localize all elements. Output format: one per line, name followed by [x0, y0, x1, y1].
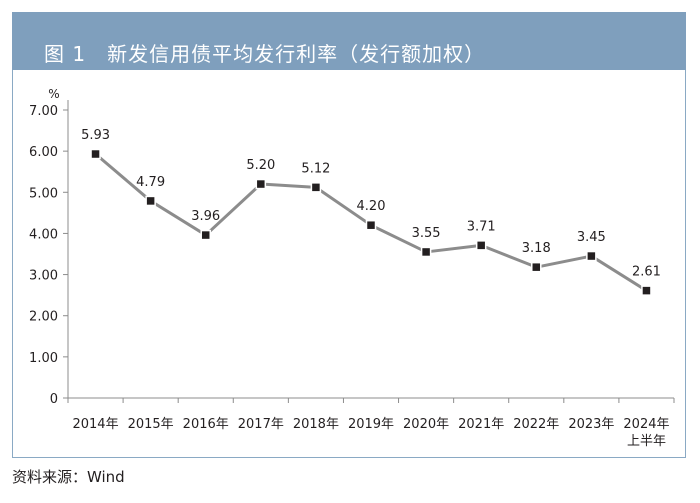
x-tick-label-line: 上半年 — [627, 434, 666, 449]
x-tick-label: 2023年 — [568, 417, 614, 432]
data-label: 3.71 — [467, 219, 496, 234]
x-tick-label: 2024年上半年 — [623, 417, 669, 449]
x-tick-label-line: 2017年 — [238, 417, 284, 432]
x-tick-label: 2016年 — [183, 417, 229, 432]
data-point — [145, 195, 156, 207]
y-tick-label: 6.00 — [29, 145, 58, 160]
x-tick-label-line: 2015年 — [128, 417, 174, 432]
data-label: 3.96 — [191, 209, 220, 224]
data-points — [90, 148, 652, 296]
x-tick-label: 2021年 — [458, 417, 504, 432]
x-tick-label: 2018年 — [293, 417, 339, 432]
x-tick-label-line: 2024年 — [623, 417, 669, 432]
data-point — [90, 148, 101, 160]
data-label: 5.20 — [246, 158, 275, 173]
data-label: 2.61 — [632, 265, 661, 280]
data-label: 4.79 — [136, 175, 165, 190]
x-tick-label-line: 2023年 — [568, 417, 614, 432]
x-tick-label-line: 2019年 — [348, 417, 394, 432]
figure-title: 图 1 新发信用债平均发行利率（发行额加权） — [44, 42, 486, 66]
x-tick-label-line: 2020年 — [403, 417, 449, 432]
y-tick-label: 7.00 — [29, 104, 58, 119]
line-chart: % 01.002.003.004.005.006.007.00 2014年 201… — [29, 87, 675, 449]
x-tick-label: 2014年 — [72, 417, 118, 432]
y-tick-label: 3.00 — [29, 269, 58, 284]
data-label: 3.45 — [577, 230, 606, 245]
y-tick-label: 2.00 — [29, 310, 58, 325]
chart-frame — [12, 12, 686, 458]
data-point — [420, 246, 432, 258]
x-tick-label: 2017年 — [238, 417, 284, 432]
x-tick-label: 2022年 — [513, 417, 559, 432]
x-tick-label-line: 2022年 — [513, 417, 559, 432]
data-point — [475, 240, 487, 251]
data-point — [200, 229, 211, 241]
data-label: 5.12 — [301, 161, 330, 176]
x-tick-label-line: 2021年 — [458, 417, 504, 432]
source-note: 资料来源：Wind — [12, 468, 125, 486]
x-tick-label: 2020年 — [403, 417, 449, 432]
y-tick-label: 1.00 — [29, 351, 58, 366]
x-tick-label-line: 2014年 — [72, 417, 118, 432]
data-point — [586, 250, 597, 262]
data-label: 3.55 — [412, 226, 441, 241]
x-tick-label: 2019年 — [348, 417, 394, 432]
y-tick-label: 0 — [50, 392, 58, 407]
data-point — [255, 178, 267, 190]
data-point — [310, 182, 322, 193]
y-axis-ticks: 0 1.00 2.00 3.00 4.00 5.00 6.00 7.00 — [29, 104, 68, 407]
axes: % — [48, 87, 674, 399]
data-label: 4.20 — [357, 199, 386, 214]
x-axis-ticks: 2014年 2015年 2016年 2017年 2018年 2019年 2020年 2021年… — [67, 398, 675, 449]
data-point — [641, 285, 652, 296]
x-tick-label-line: 2016年 — [183, 417, 229, 432]
y-tick-label: 5.00 — [29, 186, 58, 201]
data-labels: 5.93 4.79 3.96 5.20 5.12 4.20 3.55 3.71 3.18 3.45… — [81, 128, 661, 280]
title-bar: 图 1 新发信用债平均发行利率（发行额加权） — [12, 12, 686, 70]
data-label: 5.93 — [81, 128, 110, 143]
data-point — [531, 261, 542, 273]
data-point — [365, 219, 377, 231]
y-tick-label: 4.00 — [29, 227, 58, 242]
x-tick-label: 2015年 — [128, 417, 174, 432]
y-axis-unit: % — [48, 87, 59, 101]
data-label: 3.18 — [522, 241, 551, 256]
x-tick-label-line: 2018年 — [293, 417, 339, 432]
